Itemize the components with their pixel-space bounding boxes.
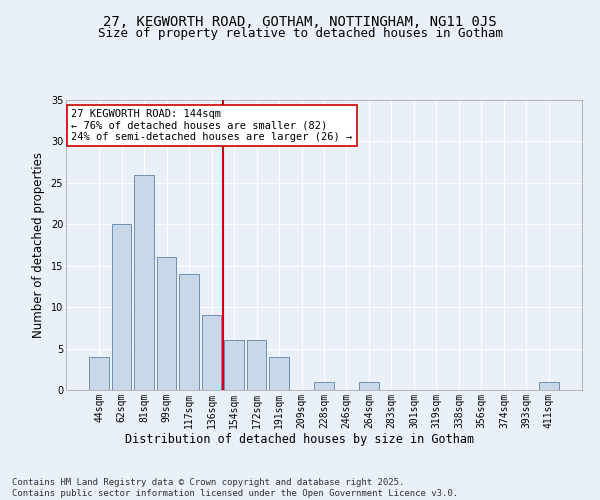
Bar xyxy=(179,274,199,390)
Bar xyxy=(359,382,379,390)
Bar xyxy=(224,340,244,390)
Bar xyxy=(247,340,266,390)
Bar xyxy=(157,258,176,390)
Bar xyxy=(269,357,289,390)
Text: Contains HM Land Registry data © Crown copyright and database right 2025.
Contai: Contains HM Land Registry data © Crown c… xyxy=(12,478,458,498)
Bar xyxy=(314,382,334,390)
Bar xyxy=(112,224,131,390)
Text: 27 KEGWORTH ROAD: 144sqm
← 76% of detached houses are smaller (82)
24% of semi-d: 27 KEGWORTH ROAD: 144sqm ← 76% of detach… xyxy=(71,108,352,142)
Text: 27, KEGWORTH ROAD, GOTHAM, NOTTINGHAM, NG11 0JS: 27, KEGWORTH ROAD, GOTHAM, NOTTINGHAM, N… xyxy=(103,15,497,29)
Bar xyxy=(202,316,221,390)
Y-axis label: Number of detached properties: Number of detached properties xyxy=(32,152,45,338)
Bar xyxy=(539,382,559,390)
Text: Size of property relative to detached houses in Gotham: Size of property relative to detached ho… xyxy=(97,28,503,40)
Text: Distribution of detached houses by size in Gotham: Distribution of detached houses by size … xyxy=(125,432,475,446)
Bar xyxy=(134,174,154,390)
Bar xyxy=(89,357,109,390)
